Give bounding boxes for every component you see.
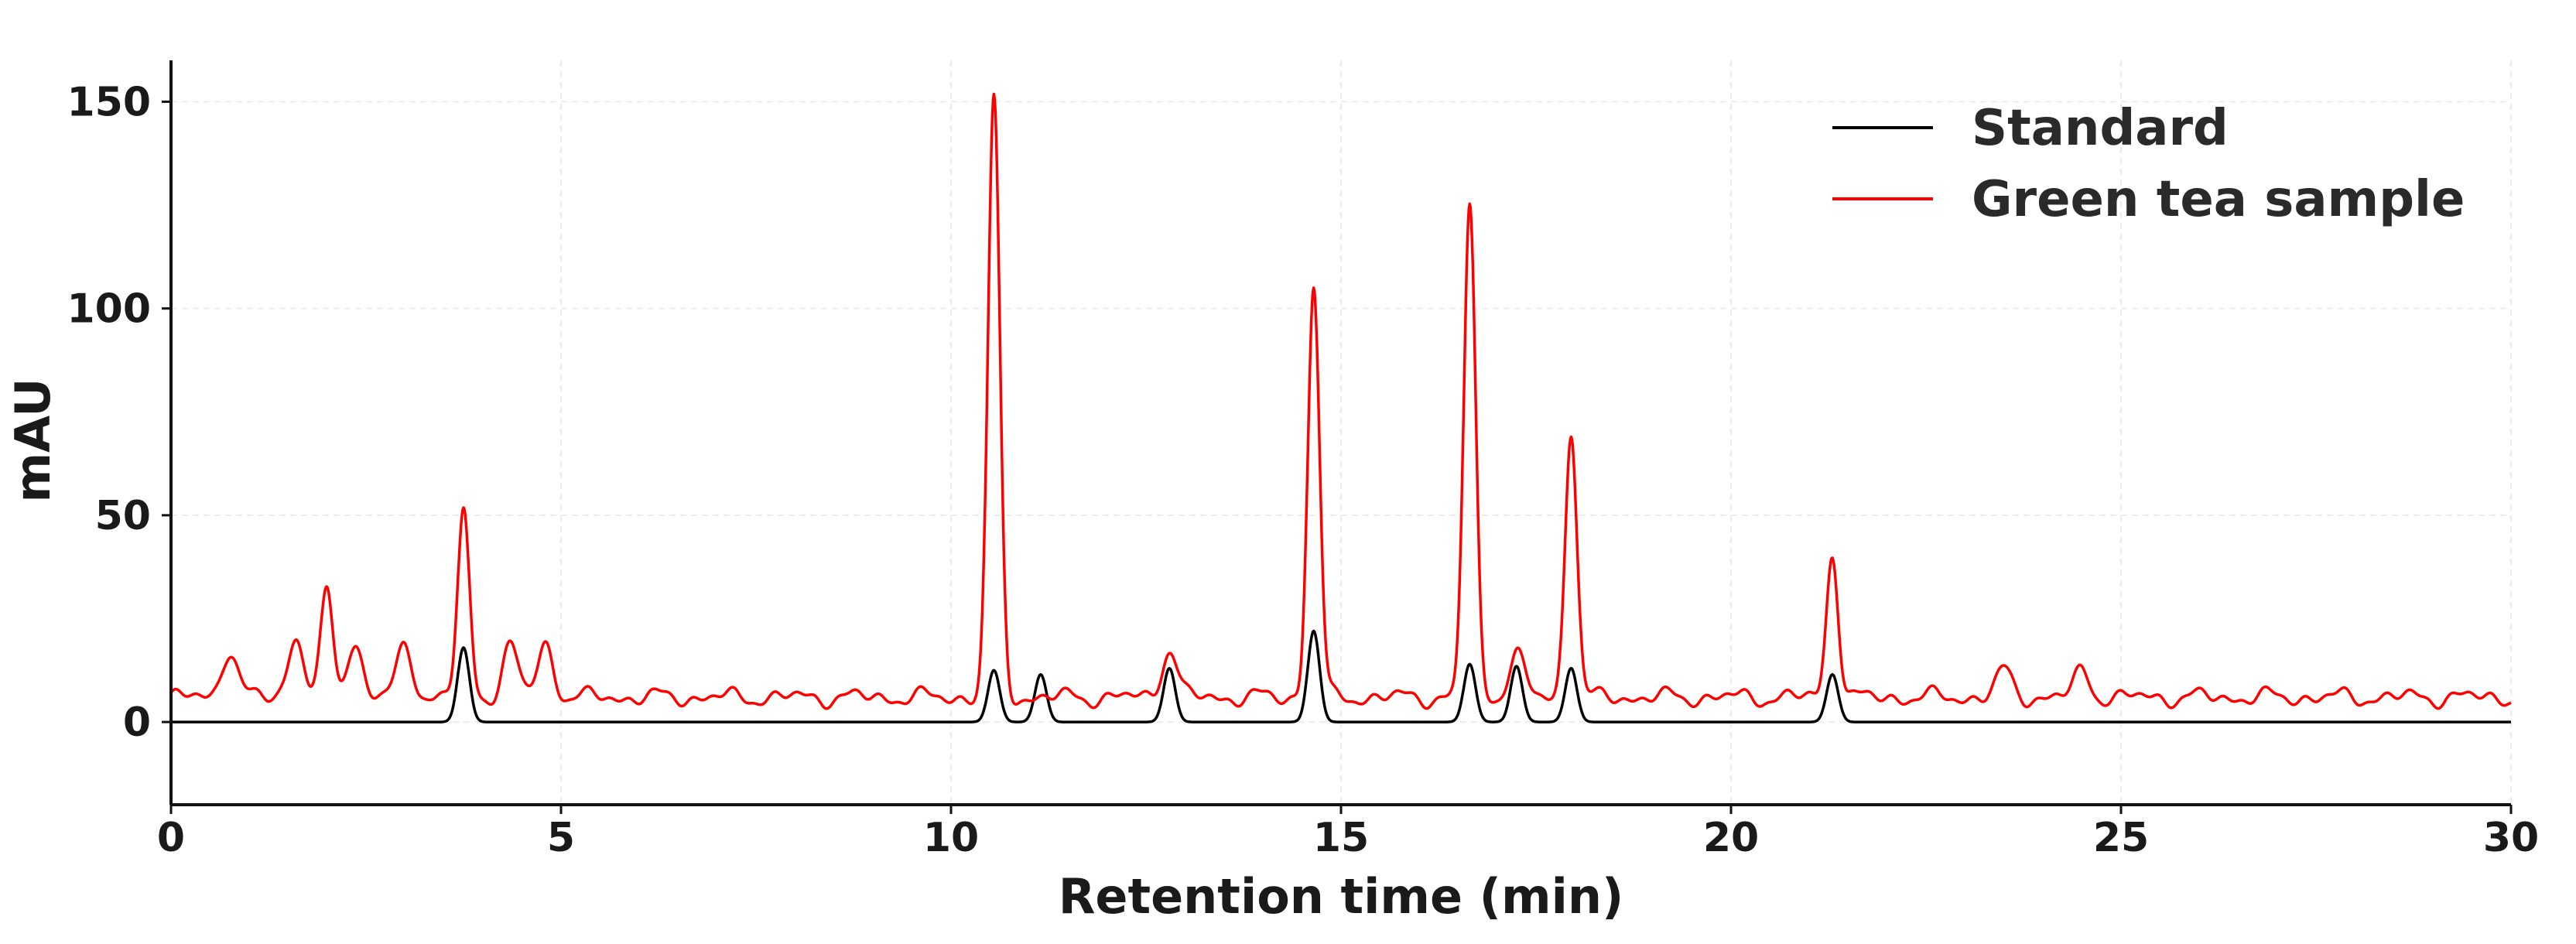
series-lines bbox=[169, 92, 2512, 723]
grid-lines bbox=[170, 60, 2512, 805]
y-axis-title: mAU bbox=[5, 378, 61, 502]
x-tick-label: 20 bbox=[1703, 815, 1759, 861]
legend-label: Standard bbox=[1972, 100, 2229, 157]
x-tick-label: 15 bbox=[1313, 815, 1369, 861]
x-axis-title: Retention time (min) bbox=[1059, 868, 1624, 925]
y-tick-label: 150 bbox=[67, 79, 151, 125]
x-tick-label: 10 bbox=[923, 815, 979, 861]
tick-marks-and-labels: 0 5 10 15 20 25 30 0 50 100 150 bbox=[67, 79, 2539, 861]
x-tick-label: 25 bbox=[2093, 815, 2149, 861]
legend-label: Green tea sample bbox=[1972, 171, 2465, 228]
y-tick-label: 0 bbox=[123, 699, 151, 746]
legend: Standard Green tea sample bbox=[1832, 100, 2465, 228]
x-tick-label: 0 bbox=[157, 815, 185, 861]
x-tick-label: 5 bbox=[547, 815, 575, 861]
y-tick-label: 50 bbox=[95, 493, 151, 539]
y-tick-label: 100 bbox=[67, 286, 151, 333]
x-tick-label: 30 bbox=[2483, 815, 2539, 861]
series-line-standard bbox=[170, 629, 2512, 723]
series-line-green-tea-sample bbox=[169, 92, 2512, 710]
